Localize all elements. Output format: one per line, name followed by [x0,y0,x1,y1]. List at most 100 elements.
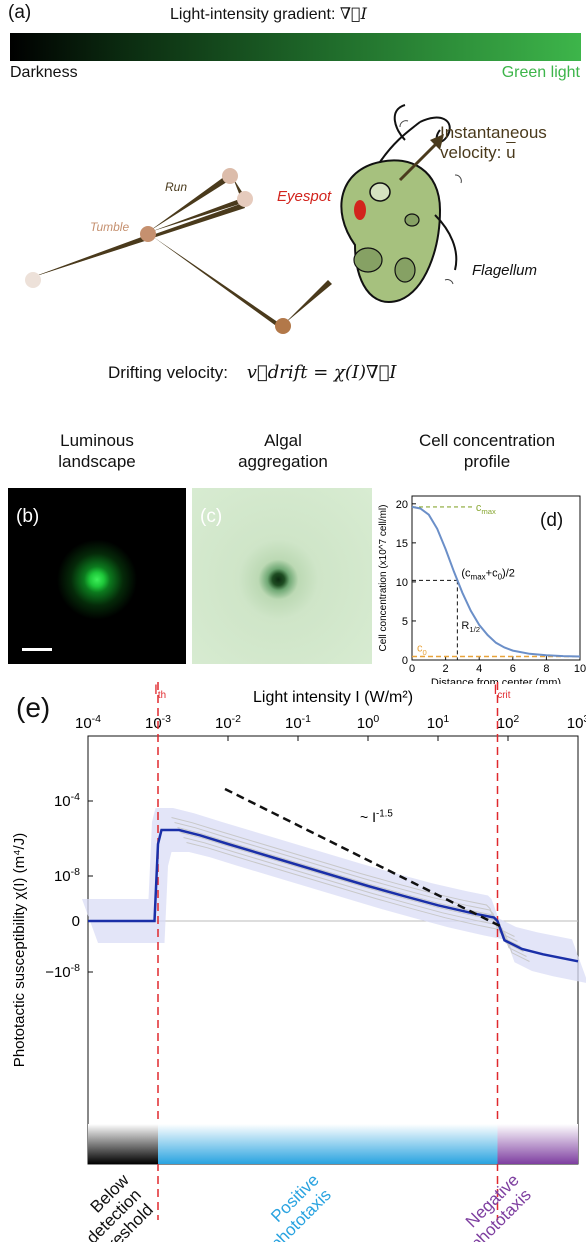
mean-curve [88,828,579,963]
tumble-label: Tumble [90,220,130,234]
tumble-point [25,272,41,288]
individual-trace [183,837,527,957]
x-tick-label: 8 [543,663,549,675]
half-label: (cmax+c0)/2 [461,567,515,581]
x-tick-label: 10-4 [75,713,101,732]
scale-bar [22,648,52,651]
threshold-label: Ith [154,681,166,701]
uncertainty-band [82,808,586,983]
x-tick-label: 101 [427,713,450,732]
tumble-point [140,226,156,242]
x-axis-label: Light intensity I (W/m²) [253,689,413,706]
cell-neck [379,121,421,163]
velocity-symbol: u [506,143,516,162]
x-tick-label: 10-1 [285,713,311,732]
panel-e-letter: (e) [16,692,51,723]
region-below-threshold [88,1124,158,1164]
light-gradient-bar [10,33,581,61]
organelle [394,257,416,283]
y-axis-label: Phototactic susceptibility χ(I) (m⁴/J) [11,833,28,1067]
run-segment [233,178,244,196]
run-tumble-diagram [25,104,462,334]
x-tick-label: 10 [574,663,586,675]
run-segment [148,174,230,232]
gradient-title-text: Light-intensity gradient: [170,6,340,23]
y-tick-label: 20 [396,499,408,511]
flagellum [393,104,406,141]
panel-a-letter: (a) [8,2,32,23]
y-tick-label: 0 [72,913,80,930]
y-tick-label: 10-4 [54,791,80,810]
profile-curve [411,505,581,658]
darkness-label: Darkness [10,64,78,81]
panel-b-letter: (b) [16,506,40,527]
panel-c-letter: (c) [200,506,223,527]
drift-label: Drifting velocity: [108,363,228,382]
velocity-arrowhead [430,134,444,150]
drift-equation: v⃗drift = χ(I)∇⃗I [246,362,397,383]
luminous-landscape-image: (b) [8,488,186,664]
run-segment [30,235,148,278]
x-axis-label: Distance from center (mm) [431,677,561,684]
y-tick-label: −10-8 [45,962,80,981]
header-b: Luminous landscape [58,431,136,471]
header-c: Algal aggregation [238,431,328,471]
velocity-label: Instantaneous velocity: u [440,123,547,163]
concentration-profile-chart: 0 2 4 6 8 10 0 5 10 15 20 Distance from center (mm)… [378,495,586,684]
y-tick-label: 5 [402,616,408,628]
cmax-label: cmax [476,502,496,516]
x-tick-label: 102 [497,713,520,732]
individual-trace [171,817,515,937]
tumble-point [222,168,238,184]
green-light-label: Green light [501,64,580,81]
region-negative [497,1124,578,1164]
plot-frame [87,735,579,1165]
x-tick-label: 103 [567,713,586,732]
flagellum-label: Flagellum [472,262,538,279]
x-tick-label: 2 [443,663,449,675]
y-tick-label: 10 [396,577,408,589]
gradient-title: Light-intensity gradient: ∇⃗I [170,4,367,24]
x-tick-label: 0 [409,663,415,675]
nucleus [369,182,391,202]
crit-label: Icrit [494,681,511,701]
velocity-label-line1: Instantaneous [440,123,547,142]
y-tick-label: 10-8 [54,866,80,885]
run-segment [284,280,332,324]
header-d: Cell concentration profile [418,431,556,471]
x-tick-label: 100 [357,713,380,732]
panel-d-letter: (d) [540,510,564,531]
run-segment [150,197,246,232]
eyespot [354,200,366,220]
r-half-label: R1/2 [461,620,480,634]
region-label: Positivephototaxis [253,1170,336,1242]
flagellum [434,214,458,271]
x-tick-label: 6 [510,663,516,675]
cell-body [340,159,442,303]
x-tick-label: 10-2 [215,713,241,732]
x-tick-label: 4 [476,663,482,675]
run-segment [152,236,282,328]
run-label: Run [165,180,188,194]
individual-trace [174,822,518,942]
y-tick-label: 0 [402,655,408,667]
c0-label: c0 [417,642,427,656]
plot-frame [411,495,581,661]
power-law-label: ~ I-1.5 [360,808,393,825]
tumble-point [275,318,291,334]
gradient-symbol: ∇⃗I [339,4,367,23]
velocity-arrow [398,138,442,182]
y-tick-label: 15 [396,538,408,550]
velocity-label-line2: velocity: [440,143,507,162]
drift-velocity: Drifting velocity: v⃗drift = χ(I)∇⃗I [108,362,397,383]
phototactic-susceptibility-chart: Light intensity I (W/m²)10-4 10-3 10-2 10-1… [11,681,586,1242]
run-segment [30,203,245,278]
region-label: Negativephototaxis [453,1170,536,1242]
algal-aggregation-image: (c) [192,488,372,664]
region-label: Belowdetectionthreshold [67,1170,160,1242]
organelle [353,247,383,273]
region-positive [158,1124,498,1164]
tumble-point [237,191,253,207]
organelle [404,213,420,227]
individual-trace [186,842,530,962]
